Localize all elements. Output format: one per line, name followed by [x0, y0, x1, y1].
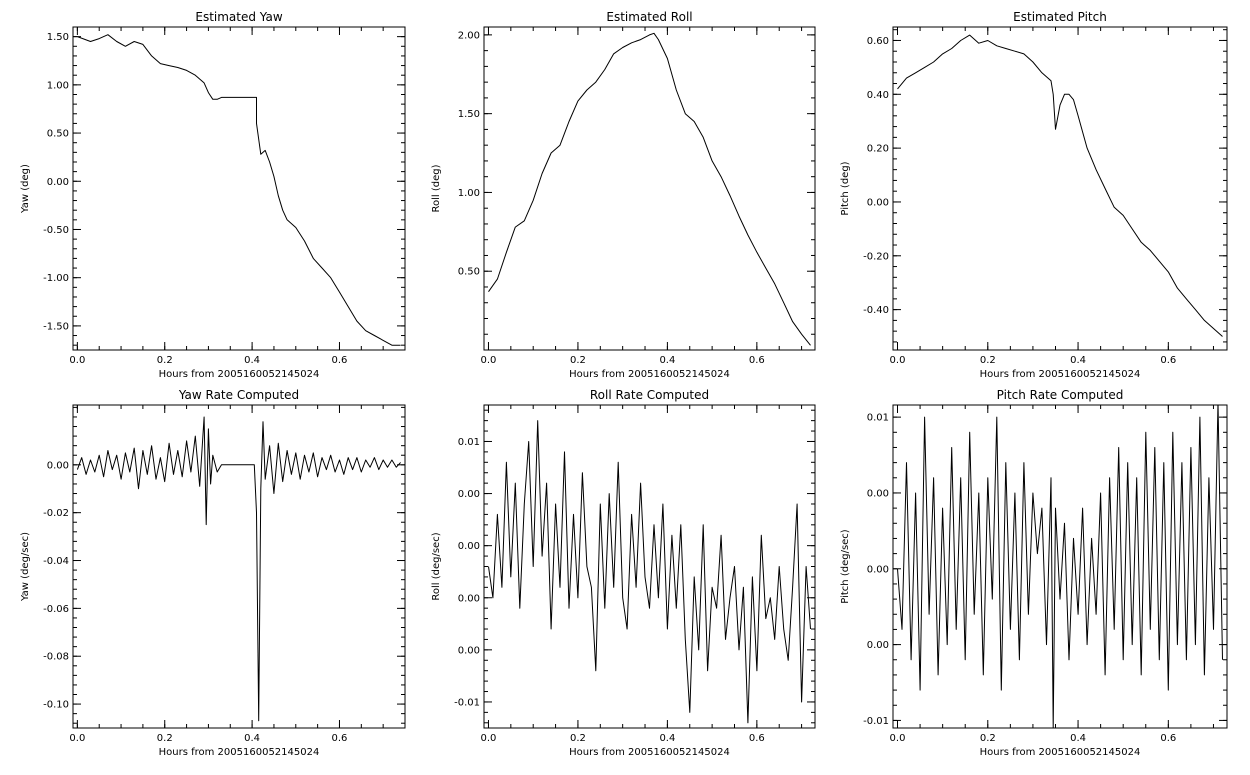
plot-frame — [892, 404, 1228, 729]
y-tick-label: 0.00 — [867, 564, 889, 575]
y-tick-label: -0.01 — [863, 716, 889, 727]
y-tick-label: 2.00 — [458, 30, 480, 41]
chart-title: Estimated Yaw — [195, 10, 282, 24]
y-axis-label: Pitch (deg/sec) — [840, 529, 851, 604]
x-tick-label: 0.4 — [1070, 355, 1086, 366]
y-tick-label: 0.50 — [47, 129, 69, 140]
y-tick-label: 0.60 — [867, 36, 889, 47]
x-tick-label: 0.0 — [481, 733, 497, 744]
chart-title: Roll Rate Computed — [590, 388, 709, 402]
y-tick-label: 0.40 — [867, 90, 889, 101]
x-tick-label: 0.6 — [1160, 355, 1176, 366]
y-tick-label: 0.00 — [458, 645, 480, 656]
y-axis-label: Roll (deg/sec) — [431, 532, 442, 600]
y-tick-label: -0.02 — [43, 508, 69, 519]
y-tick-label: -0.20 — [863, 251, 889, 262]
x-tick-label: 0.0 — [481, 355, 497, 366]
y-tick-label: 0.00 — [867, 197, 889, 208]
x-tick-label: 0.2 — [980, 733, 996, 744]
y-axis-label: Yaw (deg) — [20, 164, 31, 214]
y-tick-label: 0.00 — [47, 177, 69, 188]
x-axis-label: Hours from 2005160052145024 — [980, 747, 1141, 758]
y-tick-label: 0.01 — [458, 437, 480, 448]
x-axis-label: Hours from 2005160052145024 — [159, 747, 320, 758]
y-tick-label: -0.40 — [863, 305, 889, 316]
y-tick-label: -1.50 — [43, 321, 69, 332]
x-tick-label: 0.4 — [659, 733, 675, 744]
x-axis-label: Hours from 2005160052145024 — [569, 369, 730, 380]
chart-title: Yaw Rate Computed — [178, 388, 299, 402]
chart-panel-yaw: Estimated Yaw Hours from 2005160052145024… — [20, 10, 406, 380]
x-tick-label: 0.2 — [570, 733, 586, 744]
y-tick-label: 1.50 — [47, 32, 69, 43]
x-tick-label: 0.6 — [332, 733, 348, 744]
plot-frame — [72, 404, 406, 729]
x-axis-label: Hours from 2005160052145024 — [159, 369, 320, 380]
y-tick-label: -0.06 — [43, 604, 69, 615]
x-tick-label: 0.4 — [659, 355, 675, 366]
y-tick-label: 0.01 — [867, 413, 889, 424]
series-line — [897, 34, 1223, 337]
y-tick-label: -0.01 — [454, 697, 480, 708]
plot-frame — [483, 26, 816, 351]
x-tick-label: 0.4 — [1070, 733, 1086, 744]
chart-panel-yaw-rate: Yaw Rate Computed Hours from 200516005214… — [20, 388, 406, 758]
y-axis-label: Yaw (deg/sec) — [20, 532, 31, 602]
y-tick-label: 1.00 — [458, 188, 480, 199]
x-tick-label: 0.6 — [1160, 733, 1176, 744]
series-line — [488, 32, 811, 346]
x-tick-label: 0.2 — [157, 733, 173, 744]
y-tick-label: 0.00 — [867, 488, 889, 499]
y-tick-label: 0.00 — [458, 489, 480, 500]
y-tick-label: -0.08 — [43, 652, 69, 663]
y-tick-label: 0.00 — [47, 460, 69, 471]
x-tick-label: 0.2 — [157, 355, 173, 366]
y-tick-label: 0.50 — [458, 267, 480, 278]
x-tick-label: 0.0 — [69, 355, 85, 366]
x-axis-label: Hours from 2005160052145024 — [980, 369, 1141, 380]
x-tick-label: 0.4 — [244, 733, 260, 744]
y-tick-label: -1.00 — [43, 273, 69, 284]
chart-title: Estimated Roll — [606, 10, 692, 24]
y-tick-label: 0.00 — [458, 593, 480, 604]
y-tick-label: 0.00 — [867, 640, 889, 651]
series-line — [488, 420, 811, 724]
y-tick-label: -0.04 — [43, 556, 69, 567]
y-axis-label: Pitch (deg) — [840, 161, 851, 215]
x-tick-label: 0.0 — [890, 733, 906, 744]
x-tick-label: 0.0 — [69, 733, 85, 744]
chart-title: Estimated Pitch — [1013, 10, 1107, 24]
x-tick-label: 0.6 — [332, 355, 348, 366]
chart-title: Pitch Rate Computed — [997, 388, 1124, 402]
chart-panel-pitch-rate: Pitch Rate Computed Hours from 2005160052… — [840, 388, 1228, 758]
series-line — [897, 405, 1223, 728]
y-tick-label: 1.00 — [47, 80, 69, 91]
y-tick-label: 0.00 — [458, 541, 480, 552]
y-axis-label: Roll (deg) — [431, 164, 442, 212]
x-axis-label: Hours from 2005160052145024 — [569, 747, 730, 758]
y-tick-label: -0.50 — [43, 225, 69, 236]
y-tick-label: 0.20 — [867, 144, 889, 155]
x-tick-label: 0.6 — [749, 355, 765, 366]
x-tick-label: 0.4 — [244, 355, 260, 366]
y-tick-label: 1.50 — [458, 109, 480, 120]
x-tick-label: 0.6 — [749, 733, 765, 744]
x-tick-label: 0.2 — [570, 355, 586, 366]
chart-panel-roll-rate: Roll Rate Computed Hours from 20051600521… — [431, 388, 816, 758]
x-tick-label: 0.0 — [890, 355, 906, 366]
y-tick-label: -0.10 — [43, 700, 69, 711]
x-tick-label: 0.2 — [980, 355, 996, 366]
series-line — [76, 416, 401, 722]
series-line — [77, 34, 401, 346]
plot-frame — [72, 26, 406, 351]
chart-panel-roll: Estimated Roll Hours from 200516005214502… — [431, 10, 816, 380]
chart-panel-pitch: Estimated Pitch Hours from 20051600521450… — [840, 10, 1228, 380]
plot-frame — [892, 26, 1228, 351]
